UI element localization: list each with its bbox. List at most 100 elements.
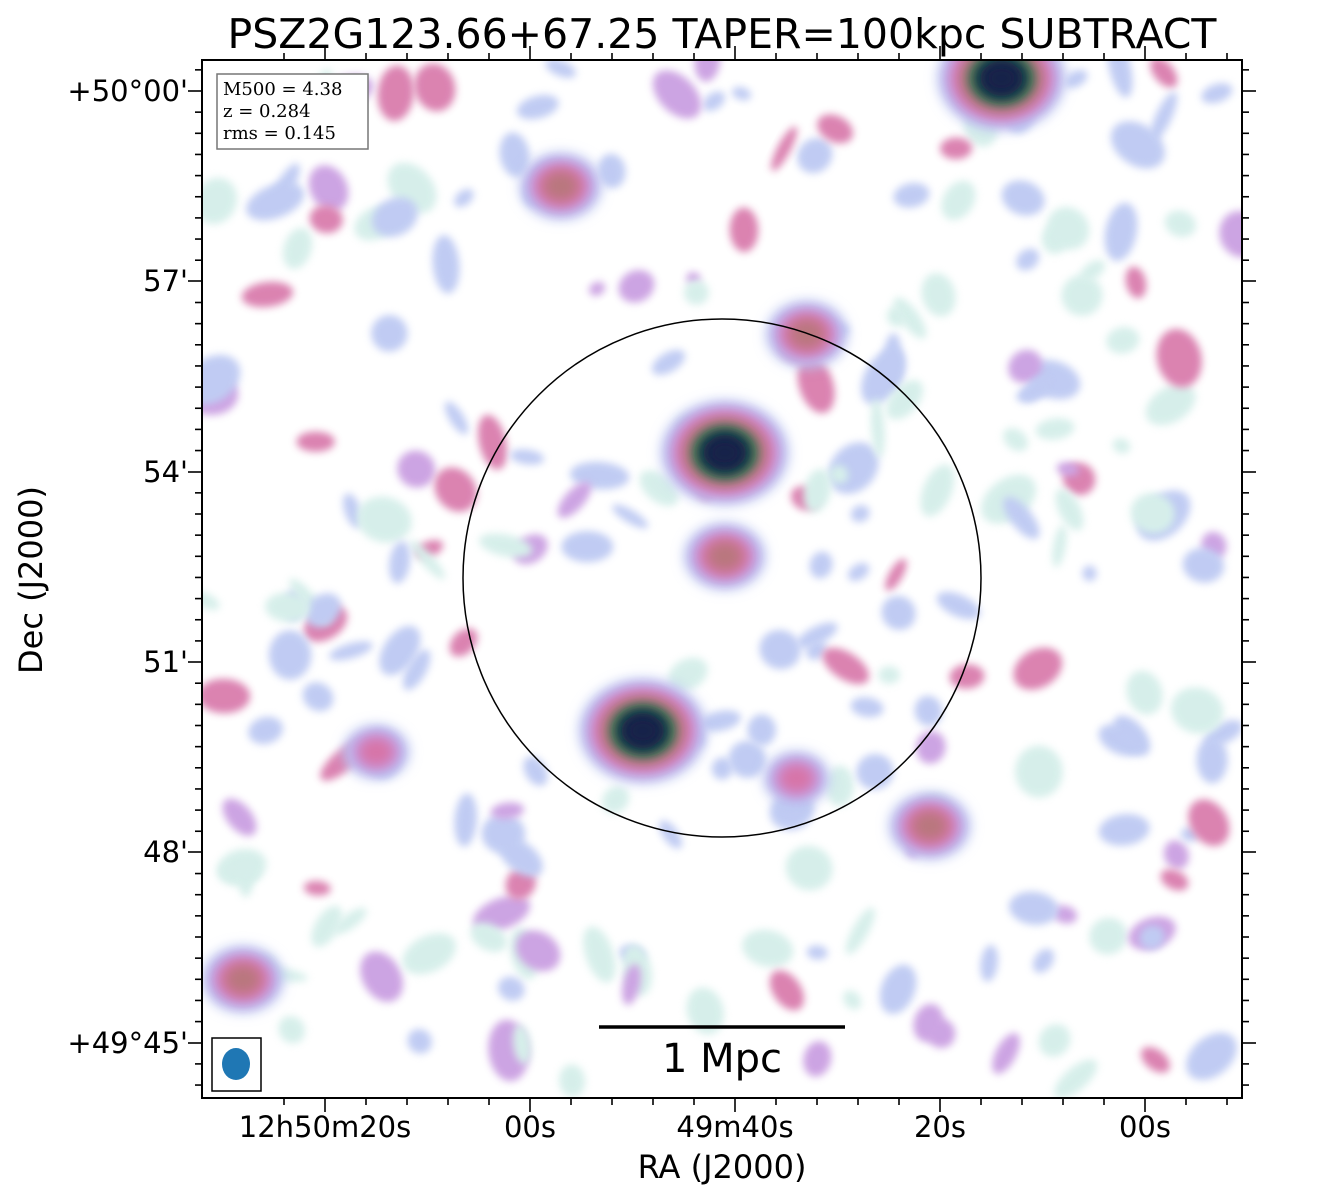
emission-patch bbox=[248, 716, 283, 745]
emission-patch bbox=[454, 188, 474, 208]
emission-patch bbox=[1056, 462, 1080, 477]
emission-patch bbox=[278, 1015, 306, 1044]
radio-source bbox=[520, 152, 602, 220]
emission-patch bbox=[728, 740, 767, 779]
emission-patch bbox=[328, 641, 373, 661]
emission-patch bbox=[1149, 91, 1178, 142]
emission-patch bbox=[1163, 840, 1189, 870]
emission-patch bbox=[796, 622, 838, 649]
emission-patch bbox=[1186, 1032, 1237, 1081]
info-rms: rms = 0.145 bbox=[223, 123, 336, 144]
emission-patch bbox=[597, 153, 626, 189]
source-contour bbox=[543, 171, 579, 201]
emission-patch bbox=[1106, 326, 1140, 354]
emission-patch bbox=[651, 349, 686, 375]
emission-patch bbox=[270, 163, 300, 209]
emission-patch bbox=[397, 450, 436, 488]
emission-patch bbox=[936, 591, 981, 620]
emission-patch bbox=[490, 802, 525, 820]
emission-patch bbox=[434, 467, 477, 512]
source-contour bbox=[983, 63, 1020, 93]
info-mass: M500 = 4.38 bbox=[223, 79, 342, 100]
y-tick-label: 48' bbox=[143, 835, 188, 869]
emission-patch bbox=[797, 356, 835, 414]
emission-patch bbox=[1016, 248, 1040, 271]
emission-patch bbox=[1107, 60, 1133, 98]
source-contour bbox=[778, 764, 815, 793]
x-tick-label: 00s bbox=[1119, 1110, 1171, 1144]
radio-source bbox=[202, 946, 284, 1013]
emission-patch bbox=[893, 182, 930, 208]
emission-patch bbox=[980, 944, 999, 982]
emission-patch bbox=[622, 964, 641, 1005]
emission-patch bbox=[1160, 869, 1189, 891]
emission-patch bbox=[1052, 905, 1078, 924]
emission-patch bbox=[449, 628, 478, 657]
emission-patch bbox=[1080, 259, 1106, 282]
emission-patch bbox=[817, 114, 854, 144]
emission-patch bbox=[309, 205, 343, 234]
emission-patch bbox=[639, 470, 679, 507]
emission-patch bbox=[497, 976, 525, 1001]
emission-patch bbox=[803, 1041, 832, 1077]
emission-patch bbox=[601, 786, 630, 814]
emission-patch bbox=[1003, 427, 1029, 452]
x-axis-label: RA (J2000) bbox=[638, 1148, 807, 1186]
emission-patch bbox=[202, 354, 241, 405]
source-contour bbox=[789, 319, 825, 349]
emission-patch bbox=[1145, 383, 1196, 426]
emission-patch bbox=[785, 845, 833, 891]
emission-patch bbox=[1038, 1024, 1071, 1057]
emission-patch bbox=[202, 177, 238, 225]
emission-patch bbox=[683, 280, 709, 306]
emission-patch bbox=[612, 504, 649, 529]
emission-patch bbox=[241, 281, 294, 308]
emission-patch bbox=[470, 922, 507, 953]
emission-patch bbox=[1113, 715, 1151, 756]
emission-patch bbox=[742, 929, 794, 968]
y-tick-label: 51' bbox=[143, 645, 188, 679]
emission-patch bbox=[1112, 438, 1131, 454]
radio-source bbox=[684, 523, 766, 590]
emission-patch bbox=[1164, 210, 1197, 238]
emission-patch bbox=[302, 682, 334, 712]
emission-patch bbox=[686, 987, 724, 1035]
emission-patch bbox=[667, 657, 708, 692]
emission-patch bbox=[893, 297, 927, 339]
emission-patch bbox=[881, 595, 916, 631]
info-box bbox=[216, 73, 369, 150]
emission-patch bbox=[878, 666, 901, 684]
emission-patch bbox=[1150, 60, 1178, 88]
emission-patch bbox=[916, 730, 946, 764]
emission-patch bbox=[771, 126, 798, 171]
emission-patch bbox=[850, 505, 870, 523]
y-tick-label: +49°45' bbox=[67, 1026, 188, 1060]
emission-patch bbox=[1014, 745, 1063, 798]
emission-patch bbox=[583, 926, 616, 983]
emission-patch bbox=[822, 647, 870, 685]
emission-patch bbox=[803, 468, 832, 513]
emission-patch bbox=[589, 281, 606, 296]
emission-patch bbox=[308, 165, 349, 212]
emission-patch bbox=[886, 380, 924, 420]
emission-patch bbox=[1082, 565, 1097, 582]
emission-patch bbox=[1104, 202, 1138, 262]
emission-patch bbox=[694, 60, 721, 82]
emission-patch bbox=[371, 315, 408, 352]
emission-patch bbox=[499, 838, 543, 877]
emission-patch bbox=[759, 629, 801, 670]
emission-patch bbox=[1140, 1046, 1171, 1073]
source-contour bbox=[225, 964, 261, 994]
x-tick-label: 00s bbox=[504, 1110, 556, 1144]
source-contour bbox=[625, 716, 661, 746]
emission-patch bbox=[940, 137, 973, 160]
emission-patch bbox=[305, 593, 342, 628]
emission-patch bbox=[914, 695, 943, 727]
emission-patch bbox=[797, 137, 833, 174]
emission-patch bbox=[806, 945, 828, 960]
emission-patch bbox=[870, 398, 885, 458]
emission-patch bbox=[886, 306, 906, 327]
emission-patch bbox=[843, 990, 862, 1010]
scale-bar-label: 1 Mpc bbox=[662, 1036, 782, 1082]
